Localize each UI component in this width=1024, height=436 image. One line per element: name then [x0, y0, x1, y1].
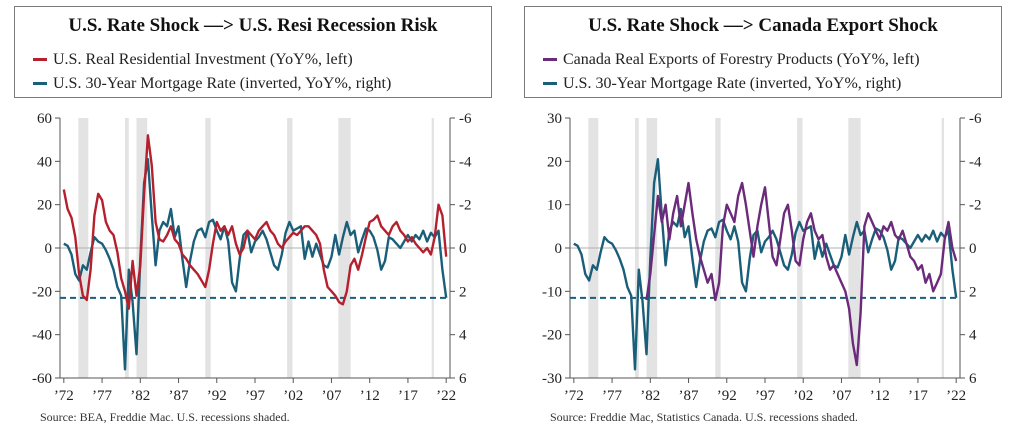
y-tick-label-left: 20: [37, 198, 52, 214]
y-tick-label-right: 0: [459, 241, 467, 257]
line-chart-right: 3020100-10-20-30-6-4-20246’72’77’82’87’9…: [542, 111, 982, 404]
legend-swatch-purple: [543, 57, 557, 61]
x-tick-label: ’07: [321, 388, 341, 404]
y-tick-label-left: -20: [32, 284, 52, 300]
y-tick-label-left: 0: [555, 241, 563, 257]
x-tick-label: ’87: [679, 388, 699, 404]
y-tick-label-left: 0: [45, 241, 53, 257]
legend-item-mortgage: U.S. 30-Year Mortgage Rate (inverted, Yo…: [33, 75, 391, 93]
x-tick-label: ’02: [283, 388, 303, 404]
y-tick-label-right: -6: [969, 111, 982, 127]
legend-label: U.S. Real Residential Investment (YoY%, …: [53, 51, 353, 68]
y-tick-label-right: -4: [459, 154, 472, 170]
legend-item-resi: U.S. Real Residential Investment (YoY%, …: [33, 51, 353, 69]
chart-title: U.S. Rate Shock —> Canada Export Shock: [588, 15, 938, 36]
source-note: Source: Freddie Mac, Statistics Canada. …: [550, 410, 858, 424]
series-line-mortgage: [63, 158, 448, 371]
y-tick-label-right: -4: [969, 154, 982, 170]
y-tick-label-left: -20: [542, 328, 562, 344]
y-tick-label-left: 10: [547, 198, 562, 214]
x-tick-label: ’12: [870, 388, 890, 404]
x-tick-label: ’02: [793, 388, 813, 404]
x-tick-label: ’22: [946, 388, 966, 404]
x-tick-label: ’82: [130, 388, 150, 404]
legend-box: U.S. Rate Shock —> U.S. Resi Recession R…: [14, 6, 492, 98]
chart-title: U.S. Rate Shock —> U.S. Resi Recession R…: [68, 15, 438, 36]
y-tick-label-right: 2: [969, 284, 977, 300]
series-line-left-axis: [62, 134, 448, 310]
line-chart-left: 6040200-20-40-60-6-4-20246’72’77’82’87’9…: [32, 111, 472, 404]
y-tick-label-left: 60: [37, 111, 52, 127]
y-tick-label-right: 0: [969, 241, 977, 257]
y-tick-label-right: 2: [459, 284, 467, 300]
legend-swatch-teal: [33, 81, 47, 85]
legend-label: U.S. 30-Year Mortgage Rate (inverted, Yo…: [53, 75, 392, 92]
x-tick-label: ’97: [755, 388, 775, 404]
x-tick-label: ’92: [207, 388, 227, 404]
y-tick-label-right: -6: [459, 111, 472, 127]
y-tick-label-left: -10: [542, 284, 562, 300]
legend-box: U.S. Rate Shock —> Canada Export Shock C…: [524, 6, 1002, 98]
x-tick-label: ’22: [436, 388, 456, 404]
chart-panel-left: U.S. Rate Shock —> U.S. Resi Recession R…: [4, 0, 504, 436]
chart-panel-right: U.S. Rate Shock —> Canada Export Shock C…: [514, 0, 1014, 436]
x-tick-label: ’17: [908, 388, 928, 404]
y-tick-label-left: -40: [32, 328, 52, 344]
x-tick-label: ’17: [398, 388, 418, 404]
y-tick-label-left: -30: [542, 371, 562, 387]
y-tick-label-right: 4: [459, 328, 467, 344]
y-tick-label-left: -60: [32, 371, 52, 387]
x-tick-label: ’12: [360, 388, 380, 404]
y-tick-label-left: 30: [547, 111, 562, 127]
x-tick-label: ’72: [54, 388, 74, 404]
legend-label: Canada Real Exports of Forestry Products…: [563, 51, 920, 68]
x-tick-label: ’72: [564, 388, 584, 404]
series-line-mortgage: [573, 158, 958, 371]
x-tick-label: ’92: [717, 388, 737, 404]
x-tick-label: ’82: [640, 388, 660, 404]
x-tick-label: ’87: [169, 388, 189, 404]
source-note: Source: BEA, Freddie Mac. U.S. recession…: [40, 410, 290, 424]
y-tick-label-left: 40: [37, 154, 52, 170]
y-tick-label-right: 6: [969, 371, 977, 387]
y-tick-label-left: 20: [547, 154, 562, 170]
series-line-left-axis: [645, 181, 958, 367]
y-tick-label-right: 6: [459, 371, 467, 387]
legend-label: U.S. 30-Year Mortgage Rate (inverted, Yo…: [563, 75, 902, 92]
x-tick-label: ’77: [602, 388, 622, 404]
legend-item-mortgage: U.S. 30-Year Mortgage Rate (inverted, Yo…: [543, 75, 901, 93]
legend-item-forestry: Canada Real Exports of Forestry Products…: [543, 51, 920, 69]
x-tick-label: ’77: [92, 388, 112, 404]
legend-swatch-red: [33, 57, 47, 61]
y-tick-label-right: -2: [969, 198, 982, 214]
y-tick-label-right: 4: [969, 328, 977, 344]
legend-swatch-teal: [543, 81, 557, 85]
x-tick-label: ’07: [831, 388, 851, 404]
x-tick-label: ’97: [245, 388, 265, 404]
y-tick-label-right: -2: [459, 198, 472, 214]
